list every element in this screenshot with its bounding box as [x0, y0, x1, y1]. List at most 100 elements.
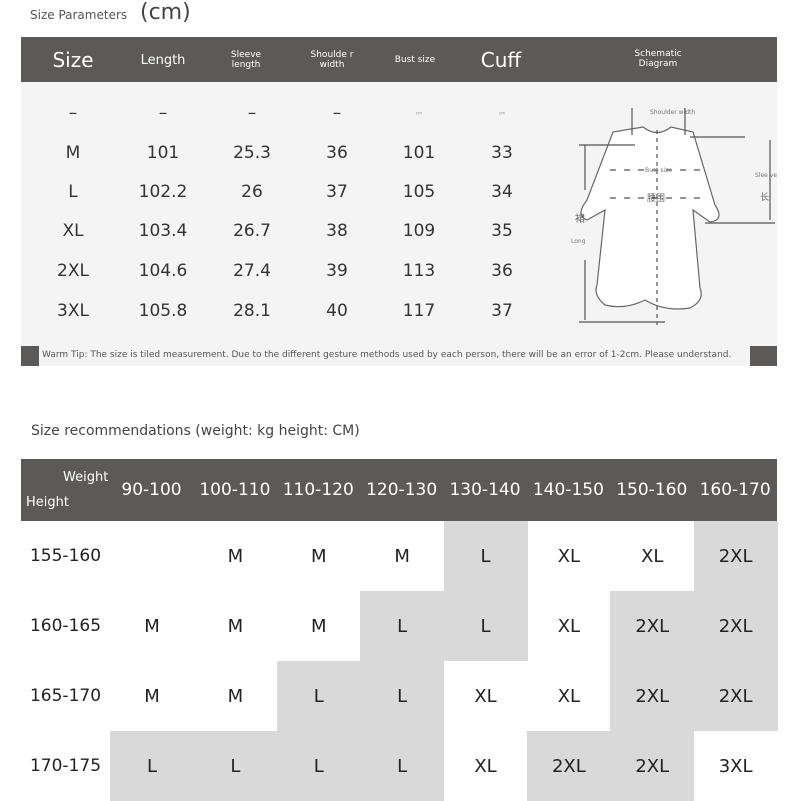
size-cell: L	[68, 182, 78, 202]
size-cell: –	[247, 103, 257, 123]
label-sleeve-cn: 长	[760, 191, 769, 203]
weight-column-header: 150-160	[616, 480, 688, 500]
size-recommendation-cell: M	[144, 685, 160, 707]
label-bust: Bust size	[645, 167, 672, 174]
label-sleeve: Slee ve	[755, 172, 777, 179]
size-recommendation-cell: L	[193, 731, 278, 801]
size-cell: XL	[62, 221, 84, 241]
size-cell: 3XL	[57, 301, 89, 321]
size-cell: cm	[415, 110, 423, 116]
size-recommendation-cell: M	[310, 615, 327, 637]
size-recommendation-cell: XL	[474, 685, 497, 707]
weight-column-header: 160-170	[699, 480, 771, 500]
header-bust: Bust size	[394, 55, 436, 65]
size-table-header: Size Length Sleeve length Shoulde r widt…	[21, 37, 777, 82]
size-recommendation-cell: M	[310, 545, 327, 567]
size-cell: 102.2	[138, 182, 188, 202]
size-cell: 2XL	[57, 261, 89, 281]
header-cuff: Cuff	[480, 48, 522, 72]
size-recommendation-cell: M	[227, 545, 244, 567]
header-length: Length	[140, 53, 186, 68]
height-row-header: 155-160	[29, 546, 102, 566]
size-recommendation-cell: M	[227, 685, 244, 707]
size-recommendation-cell: 2XL	[526, 731, 611, 801]
weight-label: Weight	[63, 470, 109, 485]
label-length: Long	[571, 238, 586, 245]
size-recommendation-cell: 3XL	[718, 755, 753, 777]
size-cell: 40	[326, 301, 348, 321]
size-recommendation-cell: M	[227, 615, 244, 637]
size-recommendation-cell: XL	[557, 685, 581, 707]
weight-column-header: 130-140	[449, 480, 521, 500]
size-cell: 28.1	[233, 301, 271, 321]
label-shoulder: Shoulder width	[650, 109, 695, 116]
size-cell: 33	[491, 143, 513, 163]
header-shoulder: Shoulde r width	[310, 50, 354, 70]
weight-column-header: 110-120	[282, 480, 354, 500]
size-recommendation-cell: XL	[641, 545, 664, 567]
size-cell: –	[158, 103, 168, 123]
size-recommendation-cell: L	[360, 731, 445, 801]
size-recommendation-cell: L	[276, 661, 361, 731]
size-cell: 109	[402, 221, 436, 241]
header-size: Size	[52, 48, 94, 72]
size-cell: 101	[402, 143, 436, 163]
size-cell: 37	[326, 182, 348, 202]
height-row-header: 165-170	[29, 686, 102, 706]
recommendations-title: Size recommendations (weight: kg height:…	[31, 423, 360, 439]
header-diagram: Schematic Diagram	[634, 49, 682, 69]
size-recommendation-cell	[110, 521, 194, 591]
size-parameters-title: Size Parameters	[30, 8, 128, 22]
size-recommendation-cell: L	[360, 591, 445, 661]
weight-column-header: 100-110	[199, 480, 271, 500]
size-recommendation-cell: L	[443, 521, 528, 591]
size-recommendation-cell: M	[144, 615, 160, 637]
size-cell: –	[332, 103, 342, 123]
weight-column-header: 120-130	[366, 480, 438, 500]
height-label: Height	[26, 495, 69, 510]
size-cell: 38	[326, 221, 348, 241]
size-cell: 26.7	[233, 221, 271, 241]
size-recommendation-cell: XL	[474, 755, 497, 777]
size-recommendation-cell: L	[360, 661, 445, 731]
warm-tip-bar: Warm Tip: The size is tiled measurement.…	[21, 346, 777, 366]
unit-label: (cm)	[140, 0, 191, 25]
size-cell: 36	[491, 261, 513, 281]
size-cell: 36	[326, 143, 348, 163]
size-recommendation-cell: L	[443, 591, 528, 661]
size-cell: 27.4	[233, 261, 271, 281]
weight-column-header: 140-150	[532, 480, 604, 500]
header-sleeve: Sleeve length	[230, 50, 262, 70]
height-row-header: 160-165	[29, 616, 102, 636]
size-recommendation-cell: XL	[557, 545, 581, 567]
size-cell: 117	[402, 301, 436, 321]
size-cell: 25.3	[233, 143, 271, 163]
size-cell: 39	[326, 261, 348, 281]
size-cell: 103.4	[138, 221, 188, 241]
size-cell: 34	[491, 182, 513, 202]
weight-column-header: 90-100	[121, 480, 182, 500]
size-recommendation-cell: XL	[557, 615, 581, 637]
size-cell: 104.6	[138, 261, 188, 281]
size-recommendation-cell: 2XL	[610, 661, 695, 731]
size-recommendation-cell: 2XL	[610, 731, 695, 801]
size-cell: 105.8	[138, 301, 188, 321]
size-recommendation-cell: 2XL	[610, 591, 695, 661]
size-cell: 35	[491, 221, 513, 241]
size-recommendation-cell: L	[110, 731, 194, 801]
size-recommendation-cell: 2XL	[693, 521, 778, 591]
size-cell: 113	[402, 261, 436, 281]
size-recommendation-cell: 2XL	[693, 661, 778, 731]
size-recommendation-cell: L	[276, 731, 361, 801]
height-row-header: 170-175	[29, 756, 102, 776]
size-cell: cm	[498, 110, 506, 116]
size-recommendation-cell: 2XL	[693, 591, 778, 661]
warm-tip-text: Warm Tip: The size is tiled measurement.…	[42, 350, 732, 360]
size-recommendation-cell: M	[394, 545, 410, 567]
size-cell: 37	[491, 301, 513, 321]
size-cell: –	[68, 103, 78, 123]
label-waist: 腰围	[647, 193, 665, 204]
size-cell: 26	[241, 182, 263, 202]
dress-schematic: Shoulder width Bust size 腰围 Slee ve 长 裙 …	[571, 108, 777, 325]
size-cell: 105	[402, 182, 436, 202]
